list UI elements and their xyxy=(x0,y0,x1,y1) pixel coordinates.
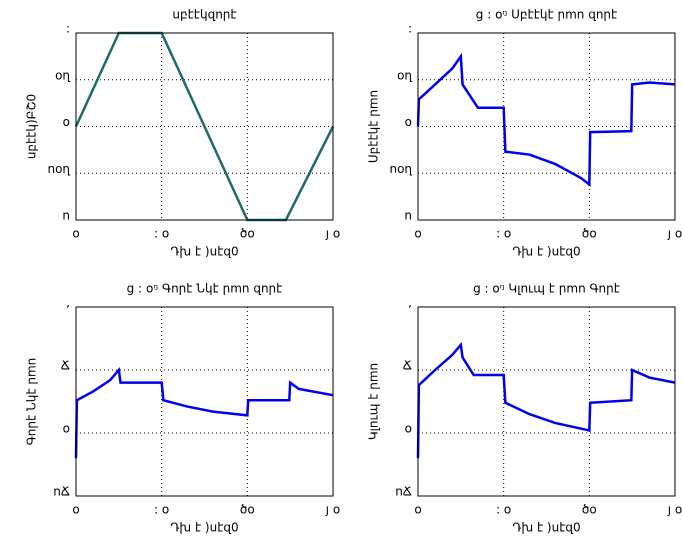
y-tick-label: ո xyxy=(62,209,70,223)
y-tick-label: o xyxy=(63,422,70,436)
plot-frame xyxy=(75,32,334,221)
chart-title: սբէէկզորէ xyxy=(172,8,236,22)
x-tick-label: o xyxy=(414,227,421,241)
x-axis-label: Դխ է )սէզ0 xyxy=(170,245,238,259)
y-tick-label: Ճ xyxy=(403,359,412,373)
x-tick-label: o xyxy=(414,503,421,517)
chart-title: g : oᵑ Կլnւպ է րmn Գորէ xyxy=(473,282,620,296)
data-line xyxy=(74,31,335,222)
y-tick-label: o xyxy=(405,422,412,436)
y-tick-label: , xyxy=(408,296,412,310)
y-tick-label: nՃ xyxy=(53,485,70,499)
x-tick-label: : o xyxy=(154,503,169,517)
y-tick-label: nօղ xyxy=(389,162,412,176)
x-tick-label: յ o xyxy=(667,503,682,517)
y-tick-label: nՃ xyxy=(395,485,412,499)
y-tick-label: nօղ xyxy=(47,162,70,176)
data-line xyxy=(416,341,676,459)
data-line xyxy=(416,52,676,187)
x-tick-label: յ o xyxy=(667,227,682,241)
y-tick-label: o xyxy=(405,115,412,129)
y-tick-label: , xyxy=(66,296,70,310)
plot-frame xyxy=(417,32,676,221)
y-tick-label: : xyxy=(66,22,70,36)
x-tick-label: ծo xyxy=(582,227,597,241)
y-tick-label: o xyxy=(63,115,70,129)
data-line xyxy=(74,367,334,459)
chart-title: g : oᵑ Գորէ Նկէ րmn զորէ xyxy=(127,282,283,296)
y-axis-label: Գորէ Նկէ րmn xyxy=(25,358,39,446)
chart-title: g : oᵑ Սբէէկէ րmn զորէ xyxy=(476,8,617,22)
x-tick-label: յ o xyxy=(325,227,340,241)
y-tick-label: օղ xyxy=(397,68,412,82)
plot-frame xyxy=(417,306,676,497)
y-axis-label: Սբէէկէ րmn xyxy=(367,90,381,163)
x-tick-label: : o xyxy=(154,227,169,241)
x-tick-label: o xyxy=(72,227,79,241)
y-tick-label: Ճ xyxy=(61,359,70,373)
x-tick-label: ծo xyxy=(240,503,255,517)
x-axis-label: Դխ է )սէզ0 xyxy=(512,245,580,259)
plot-frame xyxy=(75,306,334,497)
y-axis-label: Կլnւպ է րmn xyxy=(367,363,381,440)
x-axis-label: Դխ է )սէզ0 xyxy=(512,521,580,535)
y-axis-label: սբէէկ)ԲՇ0 xyxy=(25,94,39,159)
y-tick-label: ո xyxy=(404,209,412,223)
y-tick-label: : xyxy=(408,22,412,36)
x-tick-label: : o xyxy=(496,227,511,241)
x-tick-label: ծo xyxy=(240,227,255,241)
y-tick-label: օղ xyxy=(55,68,70,82)
x-tick-label: : o xyxy=(496,503,511,517)
x-tick-label: o xyxy=(72,503,79,517)
x-tick-label: ծo xyxy=(582,503,597,517)
x-tick-label: յ o xyxy=(325,503,340,517)
x-axis-label: Դխ է )սէզ0 xyxy=(170,521,238,535)
